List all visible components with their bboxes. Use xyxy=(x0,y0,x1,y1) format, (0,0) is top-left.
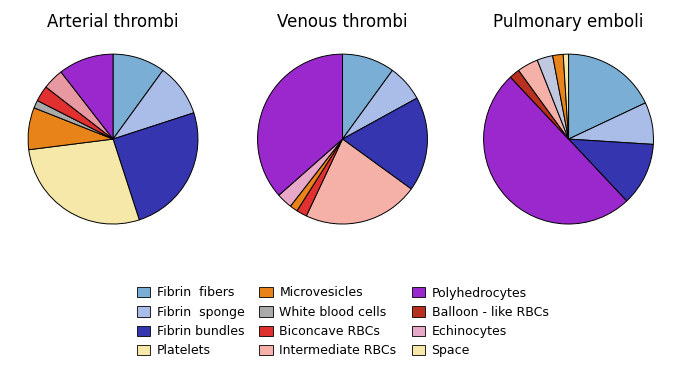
Wedge shape xyxy=(34,101,113,139)
Wedge shape xyxy=(306,139,411,224)
Wedge shape xyxy=(113,70,194,139)
Wedge shape xyxy=(553,54,569,139)
Wedge shape xyxy=(279,139,342,206)
Wedge shape xyxy=(258,54,342,195)
Wedge shape xyxy=(484,77,627,224)
Wedge shape xyxy=(537,56,569,139)
Wedge shape xyxy=(342,70,417,139)
Wedge shape xyxy=(569,103,653,145)
Wedge shape xyxy=(38,87,113,139)
Wedge shape xyxy=(29,139,139,224)
Wedge shape xyxy=(297,139,342,216)
Wedge shape xyxy=(342,54,393,139)
Wedge shape xyxy=(113,113,198,220)
Wedge shape xyxy=(569,139,653,201)
Wedge shape xyxy=(342,98,427,189)
Wedge shape xyxy=(569,54,645,139)
Wedge shape xyxy=(61,54,113,139)
Wedge shape xyxy=(510,70,569,139)
Title: Venous thrombi: Venous thrombi xyxy=(277,13,408,31)
Wedge shape xyxy=(519,60,569,139)
Wedge shape xyxy=(113,54,163,139)
Title: Arterial thrombi: Arterial thrombi xyxy=(47,13,179,31)
Wedge shape xyxy=(28,108,113,150)
Legend: Fibrin  fibers, Fibrin  sponge, Fibrin bundles, Platelets, Microvesicles, White : Fibrin fibers, Fibrin sponge, Fibrin bun… xyxy=(134,284,551,360)
Wedge shape xyxy=(563,54,569,139)
Wedge shape xyxy=(290,139,342,211)
Title: Pulmonary emboli: Pulmonary emboli xyxy=(493,13,644,31)
Wedge shape xyxy=(46,72,113,139)
